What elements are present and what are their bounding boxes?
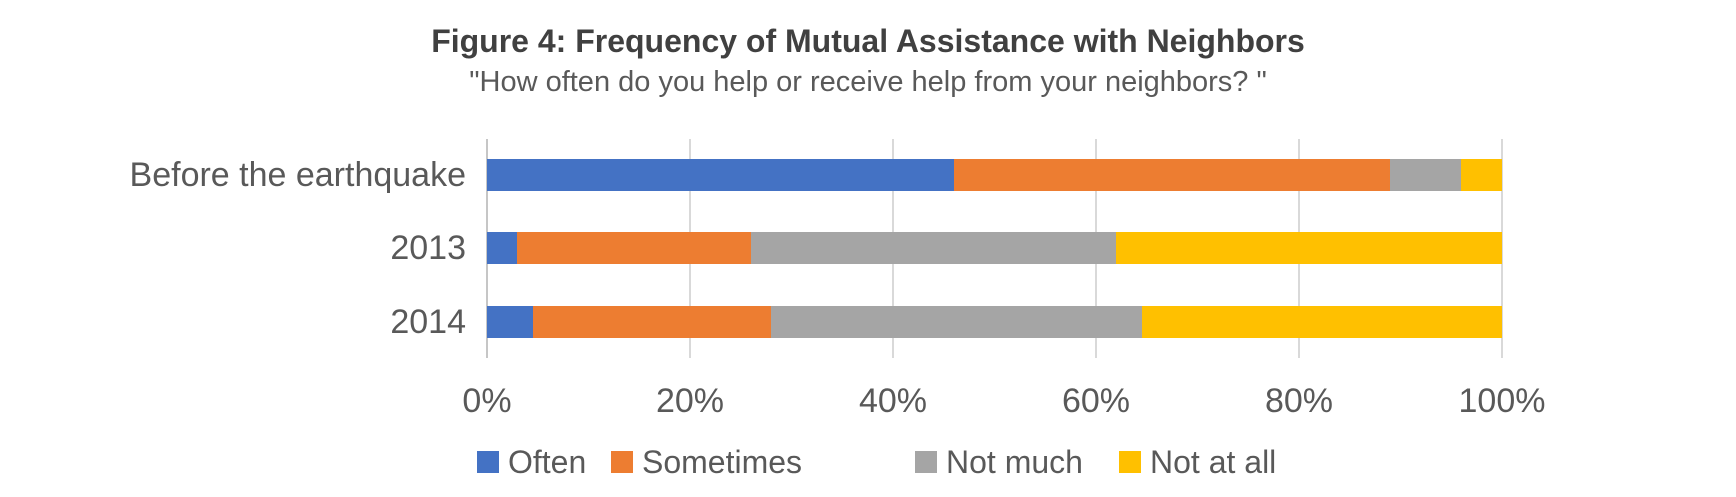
legend-label: Not at all xyxy=(1150,444,1277,480)
bar-segment-sometimes xyxy=(532,306,772,338)
legend-swatch-icon xyxy=(477,451,499,473)
bar-segment-not-much xyxy=(1390,159,1462,191)
legend-swatch-icon xyxy=(1119,451,1141,473)
chart-title: Figure 4: Frequency of Mutual Assistance… xyxy=(431,23,1305,59)
bar-row xyxy=(487,232,1502,264)
legend-label: Often xyxy=(508,444,587,480)
legend-item-not-much: Not much xyxy=(915,446,1083,478)
bar-row xyxy=(487,306,1502,338)
category-label: 2014 xyxy=(390,303,466,341)
bar-row xyxy=(487,159,1502,191)
x-tick-label: 60% xyxy=(1061,382,1131,420)
category-label: Before the earthquake xyxy=(129,156,466,194)
category-label: 2013 xyxy=(390,229,466,267)
x-tick-label: 80% xyxy=(1264,382,1334,420)
bar-segment-often xyxy=(487,159,954,191)
plot-area xyxy=(486,139,1503,358)
x-tick-label: 0% xyxy=(462,382,512,420)
bar-segment-often xyxy=(487,306,533,338)
legend-item-sometimes: Sometimes xyxy=(611,446,802,478)
bar-segment-sometimes xyxy=(517,232,751,264)
bar-segment-not-at-all xyxy=(1141,306,1502,338)
legend-swatch-icon xyxy=(611,451,633,473)
legend-swatch-icon xyxy=(915,451,937,473)
legend-label: Not much xyxy=(946,444,1083,480)
x-tick-label: 20% xyxy=(655,382,725,420)
bar-segment-not-much xyxy=(771,306,1142,338)
x-tick-label: 40% xyxy=(858,382,928,420)
chart-subtitle: "How often do you help or receive help f… xyxy=(469,66,1267,98)
legend-label: Sometimes xyxy=(642,444,803,480)
bar-segment-often xyxy=(487,232,518,264)
gridline xyxy=(1501,139,1503,358)
x-tick-label: 100% xyxy=(1458,382,1546,420)
legend-item-often: Often xyxy=(477,446,586,478)
bar-segment-sometimes xyxy=(953,159,1391,191)
bar-segment-not-much xyxy=(750,232,1117,264)
bar-segment-not-at-all xyxy=(1461,159,1502,191)
legend-item-not-at-all: Not at all xyxy=(1119,446,1276,478)
bar-segment-not-at-all xyxy=(1116,232,1502,264)
